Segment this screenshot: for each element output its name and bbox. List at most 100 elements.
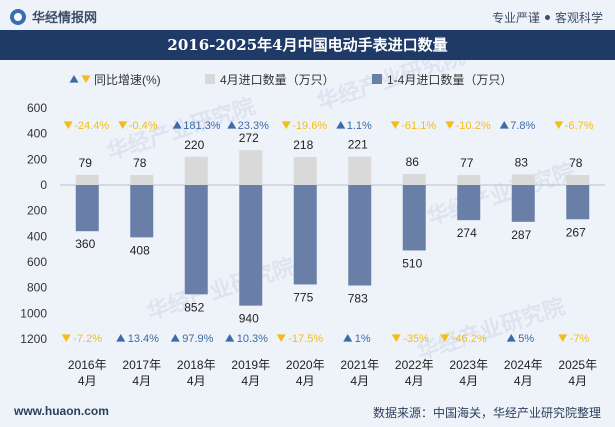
x-tick-label: 2020年 — [286, 358, 325, 372]
y-tick-label: 600 — [27, 101, 47, 115]
monthly-value-label: 79 — [79, 156, 93, 170]
x-tick-label: 4月 — [459, 374, 478, 388]
y-tick-label: 200 — [27, 152, 47, 166]
x-tick-label: 4月 — [296, 374, 315, 388]
cumulative-growth-label: -17.5% — [288, 333, 323, 345]
monthly-value-label: 78 — [133, 156, 147, 170]
y-tick-label: 1200 — [20, 332, 47, 346]
cumulative-growth-label: 97.9% — [182, 333, 213, 345]
down-triangle-icon — [281, 121, 291, 130]
x-tick-label: 2022年 — [395, 358, 434, 372]
cumulative-bar — [348, 185, 372, 286]
up-triangle-icon — [225, 333, 235, 342]
up-triangle-icon — [170, 333, 180, 342]
cumulative-bar — [239, 185, 263, 306]
monthly-growth-label: -24.4% — [74, 120, 109, 132]
monthly-growth-label: -6.7% — [565, 120, 594, 132]
x-tick-label: 2024年 — [504, 358, 543, 372]
monthly-value-label: 220 — [184, 138, 204, 152]
y-tick-label: 800 — [27, 281, 47, 295]
watermark: 华经产业研究院 — [414, 293, 568, 364]
cumulative-bar — [402, 185, 426, 251]
legend-cumulative-swatch — [372, 74, 382, 84]
y-tick-label: 200 — [27, 204, 47, 218]
cumulative-growth-label: 10.3% — [237, 333, 268, 345]
cumulative-growth-label: -7.2% — [73, 333, 102, 345]
x-tick-label: 4月 — [568, 374, 587, 388]
up-triangle-icon — [506, 333, 516, 342]
up-triangle-icon — [227, 120, 237, 129]
cumulative-value-label: 852 — [184, 300, 204, 314]
monthly-bar — [293, 157, 317, 185]
logo-icon — [10, 8, 26, 25]
cumulative-value-label: 940 — [239, 312, 259, 326]
footer: www.huaon.com 数据来源：中国海关，华经产业研究院整理 — [0, 396, 615, 427]
monthly-bar — [239, 150, 263, 185]
up-triangle-icon — [343, 333, 353, 342]
cumulative-bar — [130, 185, 154, 238]
x-tick-label: 4月 — [350, 374, 369, 388]
monthly-bar — [402, 173, 426, 185]
x-tick-label: 4月 — [78, 374, 97, 388]
down-triangle-icon — [118, 121, 128, 130]
cumulative-bar — [511, 185, 535, 222]
down-triangle-icon — [440, 334, 450, 343]
watermark: 华经产业研究院 — [144, 253, 298, 324]
monthly-growth-label: 7.8% — [510, 120, 535, 132]
legend-monthly-swatch — [205, 74, 215, 84]
y-tick-label: 1000 — [20, 306, 47, 320]
cumulative-value-label: 408 — [130, 243, 150, 257]
down-triangle-icon — [554, 121, 564, 130]
down-triangle-icon — [391, 334, 401, 343]
logo: 华经情报网 — [10, 7, 97, 26]
cumulative-growth-label: 13.4% — [128, 333, 159, 345]
legend-up-triangle-icon — [69, 74, 79, 83]
monthly-bar — [457, 175, 481, 185]
monthly-value-label: 83 — [515, 155, 529, 169]
cumulative-value-label: 775 — [293, 290, 313, 304]
cumulative-growth-label: -7% — [570, 333, 590, 345]
cumulative-bar — [566, 185, 590, 220]
monthly-growth-label: 181.3% — [183, 120, 221, 132]
cumulative-bar — [184, 185, 208, 295]
monthly-growth-label: 1.1% — [347, 120, 372, 132]
x-tick-label: 2025年 — [558, 358, 597, 372]
dot-icon — [544, 15, 550, 20]
monthly-value-label: 86 — [406, 155, 420, 169]
logo-text: 华经情报网 — [32, 10, 98, 25]
cumulative-bar — [75, 185, 99, 232]
up-triangle-icon — [116, 333, 126, 342]
x-tick-label: 4月 — [241, 374, 260, 388]
x-tick-label: 2019年 — [231, 358, 270, 372]
legend-cumulative-label: 1-4月进口数量（万只） — [387, 72, 512, 87]
legend-monthly-label: 4月进口数量（万只） — [220, 72, 335, 87]
legend-down-triangle-icon — [81, 75, 91, 84]
cumulative-value-label: 510 — [402, 256, 422, 270]
footer-url: www.huaon.com — [14, 404, 109, 418]
cumulative-growth-label: -35% — [403, 333, 429, 345]
cumulative-bar — [293, 185, 317, 285]
watermark: 华经产业研究院 — [424, 158, 578, 229]
monthly-bar — [348, 156, 372, 185]
monthly-growth-label: -61.1% — [401, 120, 436, 132]
cumulative-value-label: 360 — [75, 237, 95, 251]
monthly-growth-label: -10.2% — [456, 120, 491, 132]
y-tick-label: 600 — [27, 255, 47, 269]
x-tick-label: 4月 — [405, 374, 424, 388]
down-triangle-icon — [61, 334, 71, 343]
cumulative-value-label: 287 — [511, 228, 531, 242]
top-bar: 华经情报网 专业严谨 客观科学 — [0, 0, 615, 30]
footer-source: 数据来源：中国海关，华经产业研究院整理 — [372, 406, 601, 420]
down-triangle-icon — [445, 121, 455, 130]
monthly-growth-label: -0.4% — [129, 120, 158, 132]
x-tick-label: 2023年 — [449, 358, 488, 372]
up-triangle-icon — [172, 120, 182, 129]
x-tick-label: 2016年 — [68, 358, 107, 372]
tagline: 专业严谨 客观科学 — [492, 9, 603, 26]
y-tick-label: 400 — [27, 127, 47, 141]
legend-growth-label: 同比增速(%) — [94, 73, 161, 87]
monthly-value-label: 218 — [293, 138, 313, 152]
monthly-bar — [511, 174, 535, 185]
cumulative-growth-label: 5% — [518, 333, 534, 345]
